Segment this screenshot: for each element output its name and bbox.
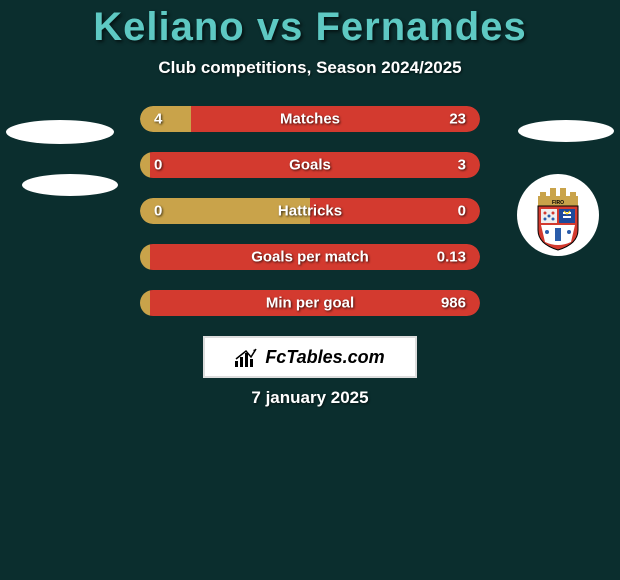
braga-crest-icon: FIRO (517, 174, 599, 256)
page-title: Keliano vs Fernandes (0, 5, 620, 50)
stat-value-right: 0.13 (437, 249, 466, 266)
footer-site-name: FcTables.com (265, 347, 384, 368)
stat-row: Min per goal 986 (140, 290, 480, 316)
svg-text:FIRO: FIRO (552, 200, 564, 206)
stat-value-right: 0 (458, 203, 466, 220)
player2-badge-placeholder (518, 120, 614, 142)
stat-value-left: 0 (154, 157, 162, 174)
stat-bar-left (140, 290, 150, 316)
stats-area: FIRO Matc (0, 106, 620, 316)
stat-label: Matches (280, 111, 340, 128)
stat-row: Goals per match 0.13 (140, 244, 480, 270)
stat-label: Goals (289, 157, 331, 174)
stat-bar-left (140, 152, 150, 178)
crest-circle: FIRO (517, 174, 599, 256)
stat-row: Hattricks 0 0 (140, 198, 480, 224)
player1-badge-placeholder-1 (6, 120, 114, 144)
subtitle: Club competitions, Season 2024/2025 (0, 58, 620, 78)
fctables-icon (235, 347, 259, 367)
stat-value-left: 0 (154, 203, 162, 220)
stat-value-right: 23 (449, 111, 466, 128)
stat-row: Goals 0 3 (140, 152, 480, 178)
footer-date: 7 january 2025 (0, 388, 620, 408)
player1-badge-placeholder-2 (22, 174, 118, 196)
stat-bar-left (140, 244, 150, 270)
player2-club-crest: FIRO (517, 174, 599, 256)
stat-bars: Matches 4 23 Goals 0 3 Hattricks 0 0 Goals per ma… (140, 106, 480, 316)
stat-label: Min per goal (266, 295, 354, 312)
main-container: Keliano vs Fernandes Club competitions, … (0, 0, 620, 408)
stat-value-right: 986 (441, 295, 466, 312)
stat-label: Goals per match (251, 249, 369, 266)
stat-value-right: 3 (458, 157, 466, 174)
stat-row: Matches 4 23 (140, 106, 480, 132)
stat-bar-left (140, 106, 191, 132)
stat-label: Hattricks (278, 203, 342, 220)
footer-logo[interactable]: FcTables.com (203, 336, 417, 378)
stat-value-left: 4 (154, 111, 162, 128)
